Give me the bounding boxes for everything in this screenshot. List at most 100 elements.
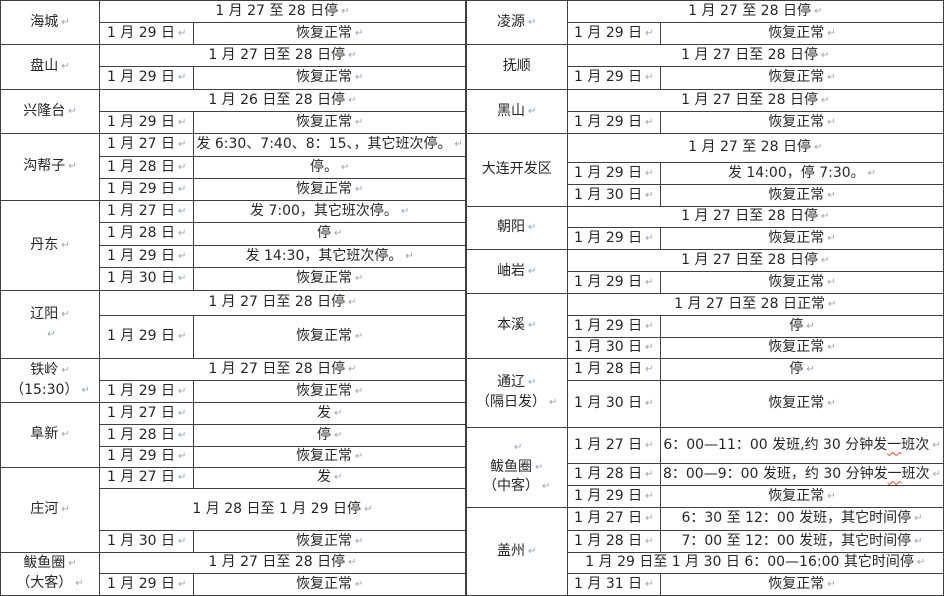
city-label: 铁岭	[3, 361, 97, 381]
status-cell: 恢复正常	[659, 111, 944, 134]
status-span-cell: 1 月 27 日至 28 日停	[98, 552, 466, 574]
table-row: 1 月 29 日 恢复正常	[1, 111, 466, 134]
status-span-cell: 1 月 27 日至 28 日停	[566, 89, 944, 112]
date-cell: 1 月 29 日	[98, 66, 195, 90]
date-cell: 1 月 30 日	[566, 184, 661, 207]
date-cell: 1 月 29 日	[566, 227, 661, 250]
status-span-cell: 1 月 27 至 28 日停	[566, 0, 944, 23]
date-cell: 1 月 28 日	[566, 463, 661, 486]
table-row: 黑山 1 月 27 日至 28 日停	[465, 89, 944, 134]
city-cell: 岫岩	[465, 249, 568, 294]
status-cell: 6：30 至 12：00 发班，其它时间停	[659, 507, 944, 531]
date-cell: 1 月 29 日	[98, 178, 195, 201]
status-text: 班次	[901, 436, 930, 453]
date-cell: 1 月 29 日	[566, 271, 661, 294]
status-cell: 恢复正常	[659, 271, 944, 294]
status-cell: 恢复正常	[659, 573, 944, 596]
status-cell: 恢复正常	[659, 337, 944, 359]
status-cell: 发 14:30，其它班次停。	[193, 245, 466, 268]
table-row: 辽阳 1 月 27 日至 28 日停	[0, 290, 466, 359]
table-row: 1 月 31 日 恢复正常	[466, 573, 944, 596]
status-span-cell: 1 月 27 日至 28 日停	[98, 44, 466, 67]
schedule-table-left: 海城 1 月 27 至 28 日停 1 月 29 日 恢复正常 盘山 1 月 2…	[0, 0, 466, 596]
city-cell: 盖州	[465, 507, 568, 596]
city-label: 海城	[3, 13, 97, 33]
table-row: 1 月 28 日 停。	[1, 156, 466, 179]
status-cell: 停。	[193, 156, 466, 179]
date-cell: 1 月 28 日	[566, 530, 661, 553]
city-label: 兴隆台	[3, 102, 97, 122]
city-cell: 兴隆台	[0, 89, 100, 134]
spellcheck-underline: 一	[887, 436, 902, 453]
city-cell: 辽阳	[0, 290, 100, 359]
date-cell: 1 月 29 日	[98, 22, 195, 45]
empty-paragraph-mark	[3, 325, 97, 345]
status-cell: 恢复正常	[193, 267, 466, 291]
status-cell: 8：00—9：00 发班，约 30 分钟发一班次	[659, 463, 944, 486]
city-cell: 通辽 （隔日发）	[465, 358, 568, 428]
city-cell: 阜新	[0, 402, 100, 468]
status-text: 班次	[901, 465, 930, 482]
status-span-cell: 1 月 27 至 28 日停	[566, 133, 944, 163]
date-cell: 1 月 29 日	[566, 111, 661, 134]
status-cell: 恢复正常	[193, 446, 466, 468]
city-label-note: （中客）	[469, 477, 565, 497]
status-span-cell: 1 月 28 日至 1 月 29 日停	[98, 488, 466, 531]
table-row: 1 月 29 日至 1 月 30 日 6：00—16:00 其它时间停	[466, 552, 944, 574]
date-cell: 1 月 29 日	[566, 485, 661, 508]
date-cell: 1 月 27 日	[566, 427, 661, 464]
table-row: 1 月 29 日 恢复正常	[466, 271, 944, 294]
table-row: 丹东 1 月 27 日 发 7:00，其它班次停。	[0, 200, 466, 291]
status-span-cell: 1 月 27 日至 28 日停	[566, 249, 944, 272]
city-label: 通辽	[469, 373, 565, 393]
city-cell: 丹东	[0, 200, 100, 291]
city-label: 丹东	[3, 236, 97, 256]
date-cell: 1 月 29 日	[566, 162, 661, 185]
status-cell: 恢复正常	[193, 315, 466, 359]
status-cell: 6：00—11：00 发班,约 30 分钟发一班次	[659, 427, 944, 464]
status-span-cell: 1 月 26 日至 28 日停	[98, 89, 466, 112]
status-cell: 发 7:00，其它班次停。	[193, 200, 466, 223]
city-cell: 抚顺	[465, 44, 568, 90]
city-label: 盘山	[3, 57, 97, 77]
status-cell: 停	[193, 424, 466, 447]
city-cell: 黑山	[465, 89, 568, 134]
city-label: 抚顺	[502, 58, 531, 75]
status-cell: 恢复正常	[193, 111, 466, 134]
date-cell: 1 月 29 日	[566, 66, 661, 90]
status-cell: 恢复正常	[659, 22, 944, 45]
status-cell: 恢复正常	[659, 66, 944, 90]
status-cell: 恢复正常	[193, 22, 466, 45]
date-cell: 1 月 29 日	[98, 245, 195, 268]
date-cell: 1 月 27 日	[98, 402, 195, 425]
date-cell: 1 月 29 日	[98, 380, 195, 403]
table-row: 1 月 30 日 恢复正常	[1, 530, 466, 553]
status-cell: 发	[193, 467, 466, 489]
table-row: 朝阳 1 月 27 日至 28 日停	[465, 206, 944, 250]
date-cell: 1 月 27 日	[566, 507, 661, 531]
date-cell: 1 月 27 日	[98, 200, 195, 223]
table-row: 1 月 29 日 发 14:00，停 7:30。	[466, 162, 944, 185]
status-span-cell: 1 月 27 日至 28 日停	[566, 206, 944, 228]
table-row: 阜新 1 月 27 日 发	[0, 402, 466, 468]
status-cell: 恢复正常	[659, 184, 944, 207]
status-cell: 7：00 至 12：00 发班，其它时间停	[659, 530, 944, 553]
table-row: 鲅鱼圈 （中客） 1 月 27 日 6：00—11：00 发班,约 30 分钟发…	[465, 427, 944, 508]
city-label: 庄河	[3, 500, 97, 520]
status-span-cell: 1 月 27 日至 28 日正常	[566, 293, 944, 316]
table-row: 1 月 29 日 恢复正常	[466, 485, 944, 508]
city-cell: 鲅鱼圈 （大客）	[0, 552, 100, 596]
city-label: 辽阳	[3, 305, 97, 325]
city-label: 岫岩	[469, 262, 565, 282]
city-cell: 沟帮子	[0, 133, 100, 201]
table-row: 本溪 1 月 27 日至 28 日正常	[465, 293, 944, 359]
city-label: 本溪	[469, 316, 565, 336]
empty-paragraph-mark	[469, 438, 565, 458]
status-span-cell: 1 月 27 至 28 日停	[98, 0, 466, 23]
city-cell: 盘山	[0, 44, 100, 90]
city-cell: 朝阳	[465, 206, 568, 250]
date-cell: 1 月 29 日	[98, 111, 195, 134]
table-row: 凌源 1 月 27 至 28 日停	[465, 0, 944, 45]
date-cell: 1 月 30 日	[98, 267, 195, 291]
